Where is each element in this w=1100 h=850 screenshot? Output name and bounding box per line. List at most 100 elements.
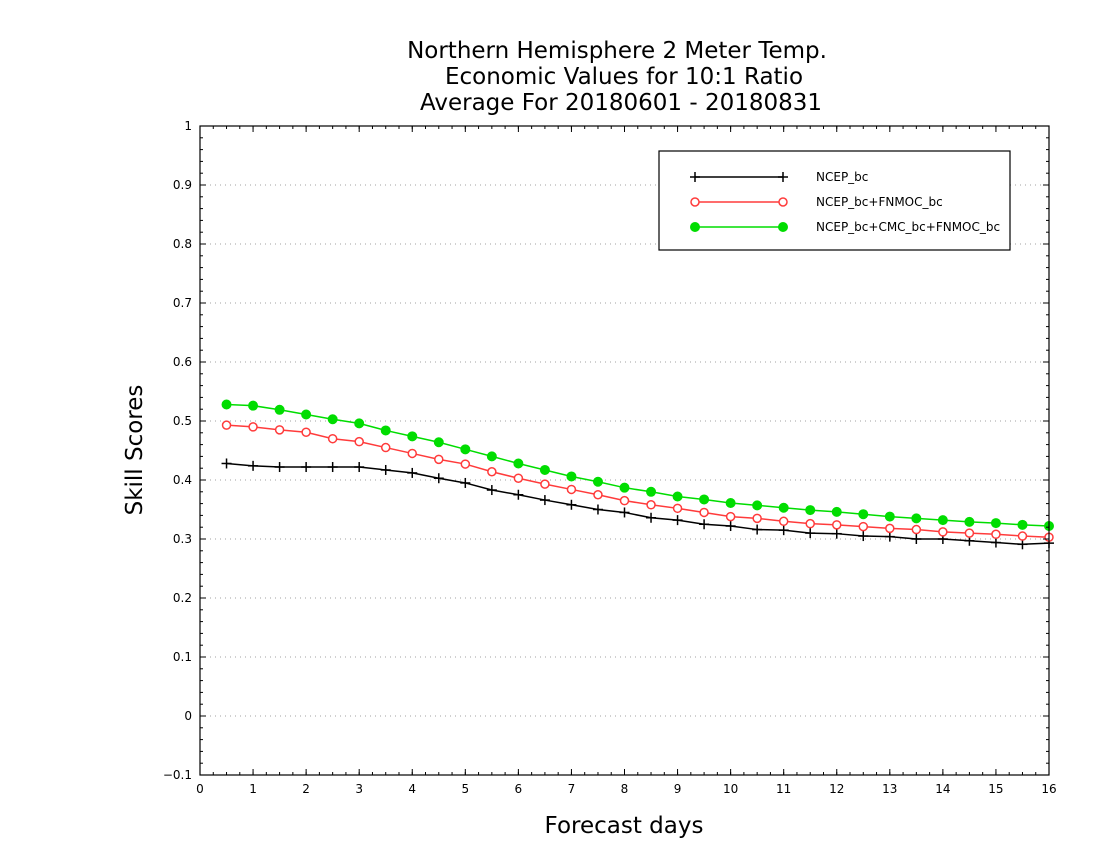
chart-title-line-2: Economic Values for 10:1 Ratio [445, 64, 803, 90]
series-line-0 [226, 462, 1050, 546]
series-2-point-15 [619, 482, 630, 493]
series-0-point-0 [221, 458, 232, 469]
series-1-point-27 [938, 527, 948, 537]
series-1-point-0 [221, 420, 232, 430]
series-2-point-7 [407, 431, 418, 442]
series-2-point-16 [646, 486, 657, 497]
series-0-point-29 [990, 537, 1001, 548]
y-tick-label-10: 0.9 [173, 178, 192, 192]
series-0-point-18 [699, 519, 710, 530]
series-2-point-19 [725, 498, 736, 509]
series-0-point-4 [327, 462, 338, 473]
y-tick-label-9: 0.8 [173, 237, 192, 251]
x-axis-label: Forecast days [545, 813, 704, 839]
series-0-point-3 [301, 462, 312, 473]
series-1-point-17 [672, 503, 683, 514]
chart-title-line-3: Average For 20180601 - 20180831 [420, 90, 822, 116]
series-2-point-14 [592, 476, 603, 487]
series-2-point-27 [937, 515, 948, 526]
series-2-point-3 [301, 409, 312, 420]
x-tick-label-2: 2 [302, 782, 310, 796]
series-0-point-1 [248, 460, 259, 471]
legend-label-1: NCEP_bc+FNMOC_bc [816, 195, 943, 209]
series-0-point-16 [646, 512, 657, 523]
y-axis-label: Skill Scores [122, 385, 148, 516]
series-0-point-8 [433, 473, 444, 484]
series-2-point-6 [380, 425, 391, 436]
series-0-point-26 [911, 534, 922, 544]
x-tick-label-7: 7 [568, 782, 576, 796]
x-tick-label-15: 15 [988, 782, 1003, 796]
x-tick-label-13: 13 [882, 782, 897, 796]
x-tick-label-14: 14 [935, 782, 950, 796]
series-0-point-5 [354, 462, 365, 473]
series-0-point-2 [274, 462, 285, 473]
series-1-point-26 [911, 524, 922, 535]
series-2-point-17 [672, 491, 683, 502]
series-1-point-5 [354, 436, 364, 447]
legend-item-2: NCEP_bc+CMC_bc+FNMOC_bc [690, 220, 1000, 234]
series-2-point-1 [248, 400, 259, 411]
series-2-point-11 [513, 458, 524, 469]
series-0-point-7 [407, 467, 418, 478]
x-tick-label-1: 1 [249, 782, 257, 796]
x-tick-label-3: 3 [355, 782, 363, 796]
legend-marker-right-1 [778, 197, 788, 207]
series-2-point-9 [460, 444, 471, 455]
x-axis: 0 1 2 3 4 5 6 7 8 9 10 11 12 13 14 15 16 [196, 126, 1057, 796]
series-2-point-8 [433, 437, 444, 448]
series-0-point-19 [725, 521, 736, 532]
y-tick-label-2: 0.1 [173, 650, 192, 664]
series-0 [221, 458, 1054, 550]
chart-title: Northern Hemisphere 2 Meter Temp. Econom… [407, 38, 827, 116]
chart-title-line-1: Northern Hemisphere 2 Meter Temp. [407, 38, 827, 64]
series-0-point-14 [592, 504, 603, 515]
series-0-point-20 [752, 524, 763, 535]
series-2-point-20 [752, 500, 763, 511]
x-tick-label-16: 16 [1041, 782, 1056, 796]
series-1-point-19 [725, 511, 736, 522]
series-2-point-0 [221, 399, 232, 410]
legend-marker-right-0 [778, 172, 788, 182]
y-tick-label-11: 1 [184, 119, 192, 133]
series-1-point-24 [858, 521, 869, 532]
legend-box [658, 150, 1011, 251]
x-tick-label-10: 10 [723, 782, 738, 796]
series-0-point-12 [539, 495, 550, 506]
series-1-point-18 [699, 507, 709, 518]
legend-marker-left-0 [690, 172, 700, 182]
series-1-point-16 [646, 500, 656, 510]
series-1-point-20 [752, 513, 762, 524]
series-2-point-18 [699, 494, 710, 505]
series-1-point-8 [434, 454, 444, 465]
series-2 [221, 399, 1054, 532]
series-layer [221, 399, 1054, 550]
series-2-point-2 [274, 404, 285, 415]
series-0-point-17 [672, 515, 683, 526]
series-1-point-10 [487, 466, 497, 477]
legend-item-0: NCEP_bc [690, 170, 868, 184]
series-0-point-10 [486, 485, 497, 496]
series-2-point-29 [990, 518, 1001, 529]
legend-marker-right-2 [778, 222, 788, 232]
series-1-point-25 [885, 523, 895, 534]
series-1 [221, 420, 1054, 542]
x-tick-label-0: 0 [196, 782, 204, 796]
x-tick-label-12: 12 [829, 782, 844, 796]
series-2-point-30 [1017, 519, 1028, 530]
series-1-point-21 [778, 516, 789, 527]
series-2-point-10 [486, 451, 497, 462]
series-0-point-23 [831, 528, 842, 539]
legend: NCEP_bc NCEP_bc+FNMOC_bc NCEP_bc+CMC_bc+FN… [658, 150, 1011, 251]
series-1-point-6 [380, 442, 391, 453]
series-2-point-13 [566, 471, 577, 482]
y-tick-label-5: 0.4 [173, 473, 192, 487]
y-tick-label-4: 0.3 [173, 532, 192, 546]
legend-label-2: NCEP_bc+CMC_bc+FNMOC_bc [816, 220, 1000, 234]
legend-marker-left-1 [690, 197, 700, 207]
x-tick-label-6: 6 [515, 782, 523, 796]
series-0-point-24 [858, 531, 869, 542]
series-2-point-5 [354, 418, 365, 429]
series-1-point-7 [407, 448, 417, 459]
